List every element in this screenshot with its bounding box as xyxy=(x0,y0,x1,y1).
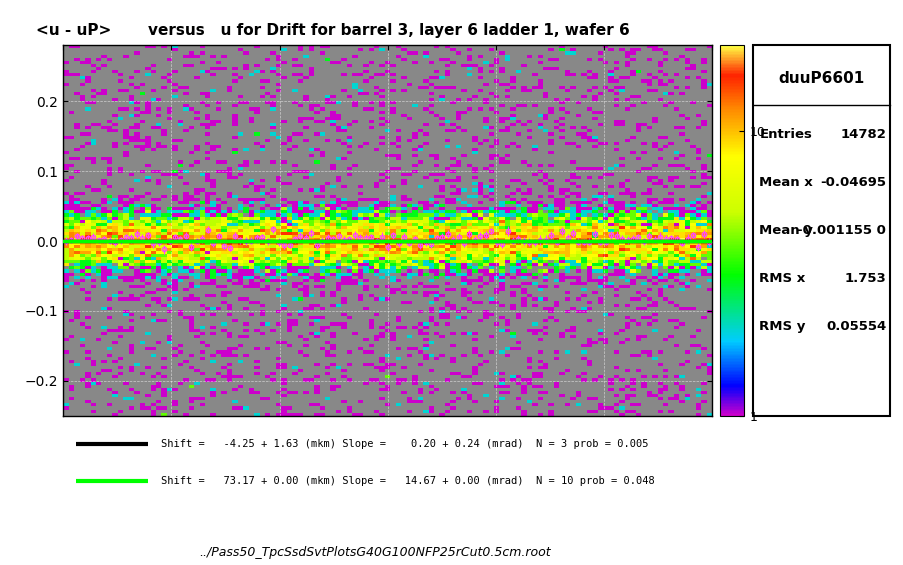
Text: ../Pass50_TpcSsdSvtPlotsG40G100NFP25rCut0.5cm.root: ../Pass50_TpcSsdSvtPlotsG40G100NFP25rCut… xyxy=(200,546,550,559)
Text: Mean x: Mean x xyxy=(759,176,813,189)
Text: duuP6601: duuP6601 xyxy=(777,71,863,86)
Text: Shift =   73.17 + 0.00 (mkm) Slope =   14.67 + 0.00 (mrad)  N = 10 prob = 0.048: Shift = 73.17 + 0.00 (mkm) Slope = 14.67… xyxy=(161,476,654,486)
Text: 14782: 14782 xyxy=(840,128,885,141)
Text: 0.05554: 0.05554 xyxy=(825,320,885,333)
Text: <u - uP>       versus   u for Drift for barrel 3, layer 6 ladder 1, wafer 6: <u - uP> versus u for Drift for barrel 3… xyxy=(36,23,629,38)
Text: Entries: Entries xyxy=(759,128,812,141)
Text: RMS x: RMS x xyxy=(759,272,805,285)
Text: Mean y: Mean y xyxy=(759,224,813,237)
Text: -0.04695: -0.04695 xyxy=(819,176,885,189)
Text: RMS y: RMS y xyxy=(759,320,805,333)
Text: -0.001155 0: -0.001155 0 xyxy=(796,224,885,237)
Text: 1.753: 1.753 xyxy=(843,272,885,285)
Text: Shift =   -4.25 + 1.63 (mkm) Slope =    0.20 + 0.24 (mrad)  N = 3 prob = 0.005: Shift = -4.25 + 1.63 (mkm) Slope = 0.20 … xyxy=(161,438,647,449)
